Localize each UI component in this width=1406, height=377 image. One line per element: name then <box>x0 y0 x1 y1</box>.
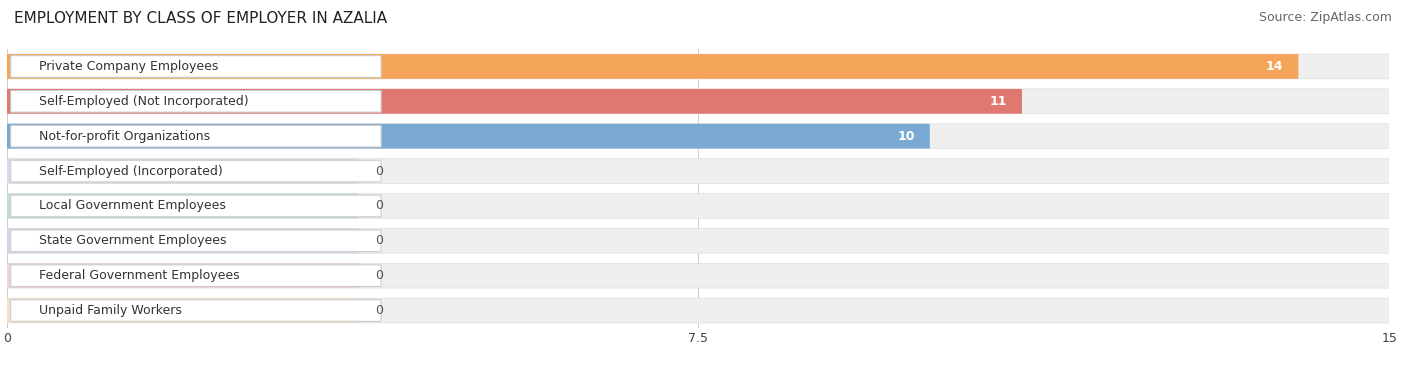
Text: Source: ZipAtlas.com: Source: ZipAtlas.com <box>1258 11 1392 24</box>
Text: 11: 11 <box>990 95 1007 108</box>
FancyBboxPatch shape <box>11 56 381 77</box>
Text: 0: 0 <box>375 304 384 317</box>
Text: Not-for-profit Organizations: Not-for-profit Organizations <box>39 130 211 143</box>
FancyBboxPatch shape <box>11 230 381 251</box>
FancyBboxPatch shape <box>6 159 359 184</box>
FancyBboxPatch shape <box>6 228 359 253</box>
Text: 0: 0 <box>375 165 384 178</box>
FancyBboxPatch shape <box>6 89 1391 114</box>
FancyBboxPatch shape <box>6 193 359 218</box>
FancyBboxPatch shape <box>6 159 1391 184</box>
Text: Self-Employed (Not Incorporated): Self-Employed (Not Incorporated) <box>39 95 249 108</box>
Text: 0: 0 <box>375 234 384 247</box>
FancyBboxPatch shape <box>6 54 1391 79</box>
FancyBboxPatch shape <box>6 228 1391 253</box>
FancyBboxPatch shape <box>6 263 1391 288</box>
Text: 10: 10 <box>897 130 915 143</box>
FancyBboxPatch shape <box>6 124 1391 149</box>
FancyBboxPatch shape <box>11 126 381 147</box>
FancyBboxPatch shape <box>11 300 381 321</box>
Text: Unpaid Family Workers: Unpaid Family Workers <box>39 304 183 317</box>
FancyBboxPatch shape <box>6 124 929 149</box>
FancyBboxPatch shape <box>11 90 381 112</box>
Text: 14: 14 <box>1265 60 1284 73</box>
FancyBboxPatch shape <box>6 54 1298 79</box>
FancyBboxPatch shape <box>11 265 381 287</box>
Text: 0: 0 <box>375 199 384 212</box>
Text: EMPLOYMENT BY CLASS OF EMPLOYER IN AZALIA: EMPLOYMENT BY CLASS OF EMPLOYER IN AZALI… <box>14 11 387 26</box>
FancyBboxPatch shape <box>6 298 359 323</box>
FancyBboxPatch shape <box>6 89 1022 114</box>
FancyBboxPatch shape <box>6 193 1391 218</box>
Text: Self-Employed (Incorporated): Self-Employed (Incorporated) <box>39 165 224 178</box>
Text: Federal Government Employees: Federal Government Employees <box>39 269 240 282</box>
Text: Private Company Employees: Private Company Employees <box>39 60 219 73</box>
Text: State Government Employees: State Government Employees <box>39 234 226 247</box>
FancyBboxPatch shape <box>11 195 381 217</box>
FancyBboxPatch shape <box>6 298 1391 323</box>
FancyBboxPatch shape <box>11 160 381 182</box>
Text: 0: 0 <box>375 269 384 282</box>
Text: Local Government Employees: Local Government Employees <box>39 199 226 212</box>
FancyBboxPatch shape <box>6 263 359 288</box>
